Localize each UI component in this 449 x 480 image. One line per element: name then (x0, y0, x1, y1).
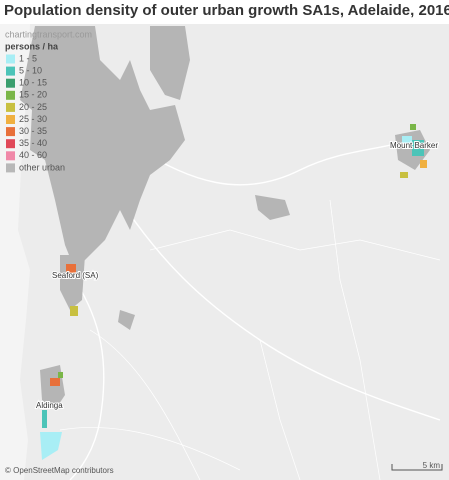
adelaide-north (150, 26, 190, 100)
place-label: Aldinga (36, 401, 63, 410)
legend-label: 35 - 40 (19, 138, 47, 148)
map: Mount Barker Seaford (SA) Aldinga (0, 24, 449, 480)
legend: chartingtransport.com persons / ha 1 - 5… (5, 29, 92, 173)
scale-line (391, 464, 443, 471)
title: Population density of outer urban growth… (4, 2, 449, 19)
place-label: Mount Barker (390, 141, 438, 150)
density-patch (40, 432, 62, 460)
legend-swatch (6, 78, 15, 88)
source: chartingtransport.com (5, 29, 92, 39)
legend-swatch (6, 115, 15, 124)
reservoir (255, 195, 290, 220)
legend-swatch (6, 66, 15, 76)
legend-label: 25 - 30 (19, 114, 47, 124)
legend-swatch (6, 90, 15, 100)
roads (59, 139, 441, 480)
density-patch (66, 264, 76, 274)
legend-swatch (6, 151, 15, 161)
legend-swatch (6, 102, 15, 112)
density-patches (40, 124, 427, 460)
urban-patch (118, 310, 135, 330)
density-patch (412, 140, 424, 156)
adelaide-metro (20, 26, 185, 270)
sea (0, 24, 30, 480)
scale-label: 5 km (423, 461, 441, 470)
density-patch (400, 172, 408, 178)
legend-title: persons / ha (5, 41, 59, 51)
legend-swatch (6, 163, 15, 173)
legend-label: 10 - 15 (19, 78, 47, 88)
legend-label: 20 - 25 (19, 102, 47, 112)
legend-label: 5 - 10 (19, 65, 42, 75)
legend-label: 40 - 60 (19, 150, 47, 160)
density-patch (50, 378, 60, 386)
legend-swatch (6, 139, 15, 149)
place-label: Seaford (SA) (52, 271, 99, 280)
legend-label: 30 - 35 (19, 126, 47, 136)
scale-bar: 5 km (391, 461, 443, 471)
legend-label: other urban (19, 162, 65, 172)
density-patch (58, 372, 63, 378)
density-patch (420, 160, 427, 168)
legend-label: 1 - 5 (19, 53, 37, 63)
attribution: © OpenStreetMap contributors (5, 466, 114, 475)
legend-swatch (6, 127, 15, 137)
legend-label: 15 - 20 (19, 90, 47, 100)
density-patch (402, 136, 412, 148)
density-patch (410, 124, 416, 130)
legend-swatch (6, 54, 15, 64)
density-patch (42, 410, 47, 428)
density-patch (70, 306, 78, 316)
